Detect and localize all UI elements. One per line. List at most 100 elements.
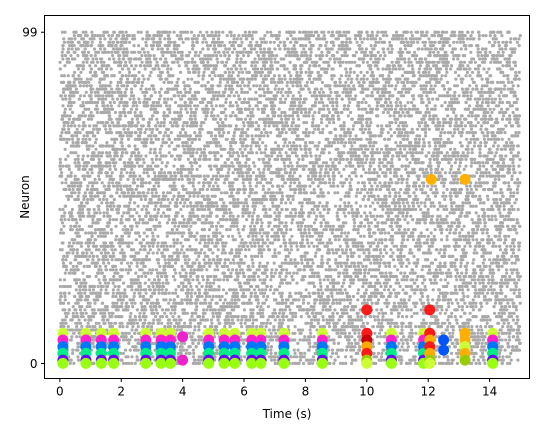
background-spike [106,224,110,228]
background-spike [371,341,375,345]
background-spike [123,254,127,258]
background-spike [379,335,383,339]
background-spike [451,358,455,362]
background-spike [429,278,433,282]
background-spike [121,325,125,329]
background-spike [340,228,344,232]
background-spike [106,244,110,248]
background-spike [380,291,384,295]
background-spike [332,338,336,342]
background-spike [413,358,417,362]
background-spike [120,248,124,252]
background-spike [497,264,501,268]
background-spike [434,258,438,262]
background-spike [303,274,307,279]
background-spike [263,291,267,295]
background-spike [378,248,382,252]
background-spike [500,284,504,289]
background-spike [103,278,107,282]
background-spike [213,268,217,272]
background-spike [409,284,414,289]
background-spike [385,318,389,322]
background-spike [229,261,233,265]
background-spike [96,221,100,225]
background-spike [251,234,255,238]
background-spike [511,248,515,252]
background-spike [213,355,217,359]
background-spike [495,294,499,299]
background-spike [67,244,71,248]
background-spike [298,328,302,332]
background-spike [278,318,282,322]
background-spike [427,248,431,252]
background-spike [68,328,72,332]
background-spike [64,264,68,268]
background-spike [271,274,276,279]
background-spike [266,345,270,349]
background-spike [456,271,460,275]
background-spike [383,358,387,362]
background-spike [330,348,335,352]
background-spike [385,305,389,309]
background-spike [373,318,377,322]
background-spike [358,348,362,352]
background-spike [346,231,350,235]
background-spike [190,288,194,292]
background-spike [475,238,479,242]
background-spike [160,315,165,319]
background-spike [227,318,231,322]
background-spike [412,311,416,315]
background-spike [258,308,262,312]
background-spike [306,321,310,325]
background-spike [479,325,483,329]
background-spike [269,271,273,275]
background-spike [285,228,289,232]
background-spike [197,315,202,319]
background-spike [63,284,67,289]
background-spike [346,238,350,242]
background-spike [82,264,86,268]
background-spike [493,301,498,305]
background-spike [88,305,92,309]
background-spike [150,328,154,332]
background-spike [346,244,350,248]
background-spike [210,321,214,325]
background-spike [425,228,429,232]
background-spike [299,231,303,235]
background-spike [190,264,194,268]
background-spike [310,234,314,238]
background-spike [496,254,500,258]
background-spike [64,258,68,262]
background-spike [256,298,260,302]
background-spike [93,325,97,329]
background-spike [507,234,511,238]
background-spike [507,355,511,359]
background-spike [234,288,238,292]
background-spike [207,241,211,245]
background-spike [349,264,353,268]
background-spike [159,244,163,248]
background-spike [340,348,344,352]
background-spike [338,301,342,305]
background-spike [271,315,275,319]
background-spike [303,228,307,232]
background-spike [444,244,448,248]
background-spike [158,318,162,322]
background-spike [449,315,453,319]
background-spike [450,351,454,355]
background-spike [74,224,78,228]
background-spike [344,361,348,365]
background-spike [503,281,508,285]
background-spike [454,298,458,302]
background-spike [403,228,407,232]
background-spike [274,331,278,335]
background-spike [247,298,252,302]
background-spike [350,361,354,365]
background-spike [215,351,219,355]
background-spike [274,254,278,258]
background-spike [180,301,184,305]
background-spike [210,224,215,228]
background-spike [363,315,367,319]
background-spike [458,325,462,329]
background-spike [321,261,325,265]
